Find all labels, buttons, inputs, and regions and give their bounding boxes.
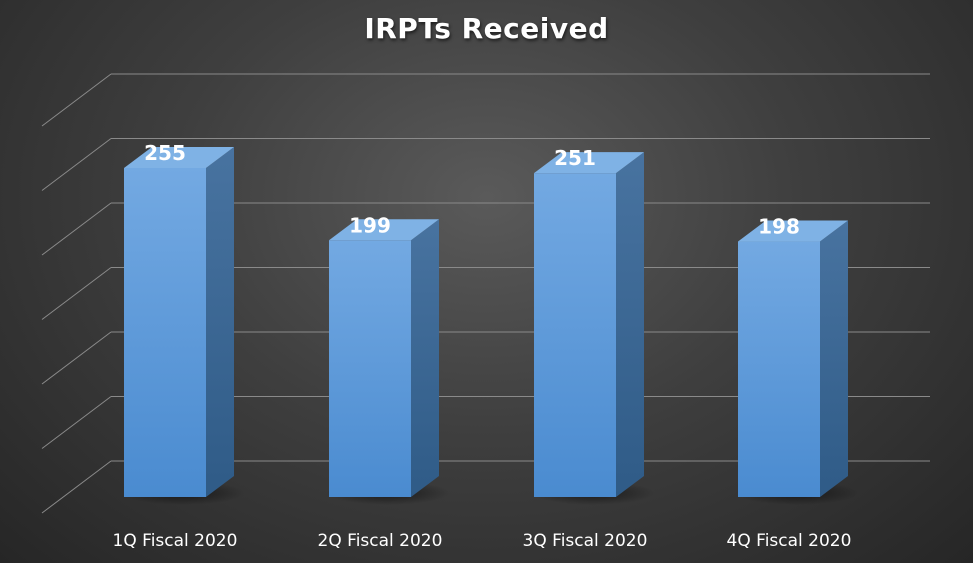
bar-top <box>124 147 234 168</box>
x-tick-label: 1Q Fiscal 2020 <box>113 531 238 551</box>
bar <box>124 168 206 497</box>
bar-side <box>411 219 439 497</box>
gridline-side <box>41 73 112 127</box>
bar-top <box>738 220 848 242</box>
bar-side <box>206 147 234 497</box>
bar <box>738 241 820 497</box>
data-label: 255 <box>144 141 186 165</box>
labels: 255 1Q Fiscal 2020 199 2Q Fiscal 2020 251 3Q … <box>113 141 852 551</box>
gridline-side <box>41 460 112 514</box>
bar-side <box>820 220 848 497</box>
gridline-side <box>41 267 112 320</box>
bars <box>121 147 859 505</box>
gridlines <box>41 73 930 514</box>
bar <box>329 240 411 497</box>
x-tick-label: 4Q Fiscal 2020 <box>727 531 852 551</box>
gridline-side <box>41 331 112 385</box>
x-tick-label: 3Q Fiscal 2020 <box>523 531 648 551</box>
data-label: 199 <box>349 213 391 237</box>
data-label: 251 <box>554 146 596 170</box>
gridline-side <box>41 138 112 191</box>
bar-side <box>616 152 644 498</box>
bar-top <box>329 219 439 241</box>
gridline-side <box>41 396 112 449</box>
gridline-side <box>41 202 112 256</box>
x-tick-label: 2Q Fiscal 2020 <box>318 531 443 551</box>
data-label: 198 <box>758 215 800 239</box>
chart-title: IRPTs Received <box>364 12 609 45</box>
bar <box>534 173 616 498</box>
bar-top <box>534 152 644 174</box>
